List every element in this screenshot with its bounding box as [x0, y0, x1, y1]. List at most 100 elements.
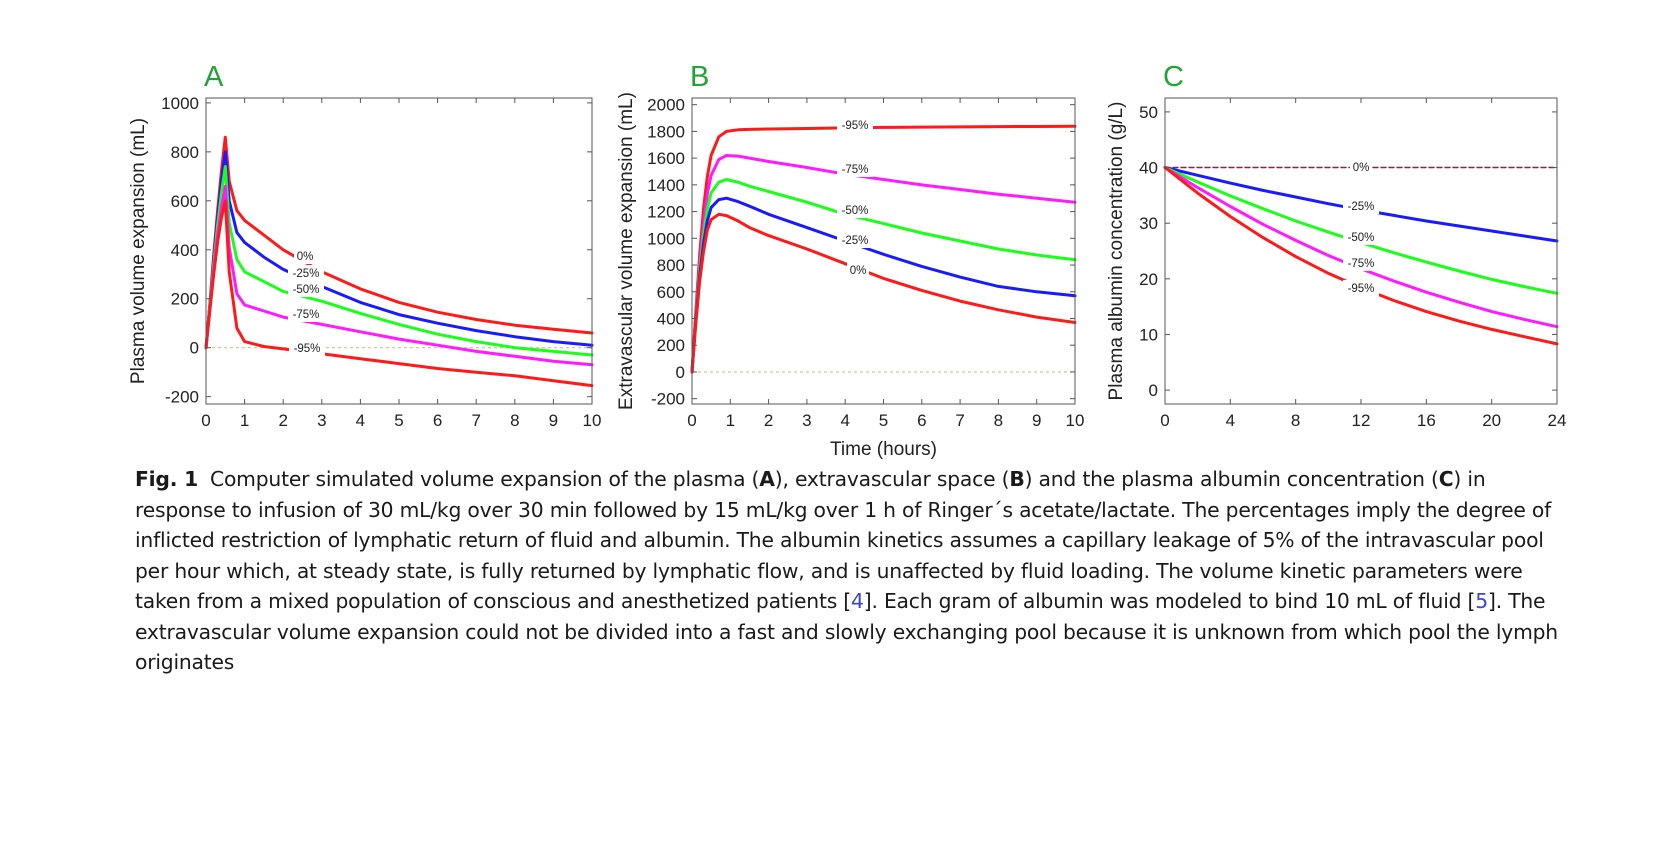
- series-label-background: [1343, 198, 1379, 214]
- caption-text-1: Computer simulated volume expansion of t…: [210, 467, 760, 491]
- y-tick-label: 1800: [647, 122, 685, 141]
- y-tick-label: 600: [171, 192, 199, 211]
- y-tick-label: 1200: [647, 203, 685, 222]
- series-label-background: [847, 262, 869, 278]
- x-tick-label: 0: [201, 411, 210, 430]
- series-label: -95%: [842, 120, 869, 132]
- figure-1-charts: A0%-25%-50%-75%-95%0 1 2 3 4 5 6 7 8 9 10-20002004…: [128, 61, 1566, 460]
- caption-text-5: ]. Each gram of albumin was modeled to b…: [863, 589, 1476, 613]
- y-axis-label: Extravascular volume expansion (mL): [616, 92, 637, 410]
- y-tick-label: -200: [165, 388, 199, 407]
- series-label-background: [1343, 255, 1379, 271]
- series-line-minus-25pct: [204, 150, 594, 350]
- series-label-background: [288, 265, 324, 281]
- series-line-minus-50pct: [690, 178, 1077, 374]
- caption-text-4: ) in response to infusion of 30 mL/kg ov…: [135, 467, 1552, 613]
- series-label-background: [1343, 229, 1379, 245]
- y-tick-label: 400: [171, 241, 199, 260]
- y-tick-label: 50: [1139, 103, 1158, 122]
- y-tick-label: 0: [1149, 381, 1158, 400]
- x-tick-label: 8: [994, 411, 1003, 430]
- x-tick-label: 6: [917, 411, 926, 430]
- series-label: -75%: [293, 309, 320, 321]
- series-label: 0%: [850, 265, 867, 277]
- x-tick-label: 10: [1066, 411, 1085, 430]
- series-label-background: [289, 340, 325, 356]
- y-tick-label: 200: [171, 290, 199, 309]
- series-label: -50%: [1348, 232, 1375, 244]
- series-line-minus-95pct: [690, 124, 1077, 374]
- y-axis-label: Plasma albumin concentration (g/L): [1106, 102, 1127, 401]
- y-tick-label: 1000: [647, 229, 685, 248]
- series-label: -95%: [1348, 283, 1375, 295]
- series-label-background: [837, 232, 873, 248]
- series-label: -50%: [842, 205, 869, 217]
- series-line-minus-95pct: [204, 199, 594, 388]
- series-line-minus-75pct: [1163, 166, 1559, 329]
- y-axis-label: Plasma volume expansion (mL): [128, 118, 149, 384]
- series-label: -95%: [294, 343, 321, 355]
- series-label: -50%: [293, 284, 320, 296]
- series-label: 0%: [297, 251, 314, 263]
- x-tick-label: 7: [471, 411, 480, 430]
- series-label: -75%: [1348, 258, 1375, 270]
- series-label: -25%: [1348, 201, 1375, 213]
- x-tick-label: 0: [1160, 411, 1169, 430]
- y-tick-label: 200: [657, 336, 685, 355]
- caption-panel-b: B: [1009, 467, 1025, 491]
- x-tick-label: 5: [879, 411, 888, 430]
- y-tick-label: 1600: [647, 149, 685, 168]
- y-tick-label: 10: [1139, 325, 1158, 344]
- figure-caption: Fig. 1 Computer simulated volume expansio…: [135, 464, 1565, 678]
- x-tick-label: 0: [687, 411, 696, 430]
- panel-c: C 0% -25% -50% -75% -95% 0 4 8 12 16 20 24 0 10 20 30 40 5…: [1106, 61, 1566, 430]
- series-label-background: [288, 306, 324, 322]
- x-tick-label: 6: [433, 411, 442, 430]
- series-label: -25%: [842, 235, 869, 247]
- plot-frame: [1164, 97, 1558, 405]
- x-tick-label: 2: [278, 411, 287, 430]
- reference-link-4[interactable]: 4: [851, 589, 864, 613]
- series-label: -25%: [293, 268, 320, 280]
- reference-link-5[interactable]: 5: [1475, 589, 1488, 613]
- x-tick-label: 16: [1417, 411, 1436, 430]
- x-tick-label: 7: [955, 411, 964, 430]
- series-label: -75%: [842, 164, 869, 176]
- x-tick-label: 9: [1032, 411, 1041, 430]
- x-tick-label: 1: [240, 411, 249, 430]
- caption-text-3: ) and the plasma albumin concentration (: [1024, 467, 1439, 491]
- x-tick-label: 5: [394, 411, 403, 430]
- x-tick-label: 3: [802, 411, 811, 430]
- x-tick-label: 2: [764, 411, 773, 430]
- panel-letter: B: [690, 61, 709, 93]
- series-label-background: [294, 248, 316, 264]
- x-tick-label: 10: [583, 411, 602, 430]
- x-tick-label: 12: [1352, 411, 1371, 430]
- series-label: 0%: [1353, 162, 1370, 174]
- panel-letter: C: [1163, 61, 1184, 93]
- series-label-background: [1350, 159, 1372, 175]
- x-tick-label: 4: [1226, 411, 1235, 430]
- panel-letter: A: [204, 61, 224, 93]
- caption-panel-a: A: [759, 467, 775, 491]
- y-tick-label: 20: [1139, 270, 1158, 289]
- x-tick-label: 4: [356, 411, 365, 430]
- x-tick-label: 1: [726, 411, 735, 430]
- x-tick-label: 4: [840, 411, 849, 430]
- y-tick-label: 1400: [647, 176, 685, 195]
- x-tick-label: 24: [1548, 411, 1567, 430]
- x-tick-label: 8: [1291, 411, 1300, 430]
- figure-label: Fig. 1: [135, 467, 199, 491]
- x-tick-label: 8: [510, 411, 519, 430]
- series-label-background: [837, 202, 873, 218]
- y-tick-label: 400: [657, 309, 685, 328]
- y-tick-label: 40: [1139, 159, 1158, 178]
- caption-panel-c: C: [1438, 467, 1454, 491]
- series-line-0pct: [690, 212, 1077, 374]
- series-label-background: [837, 117, 873, 133]
- y-tick-label: 2000: [647, 96, 685, 115]
- x-tick-label: 3: [317, 411, 326, 430]
- caption-text-6: ]. The extravascular volume expansion co…: [135, 589, 1558, 674]
- y-tick-label: 800: [171, 143, 199, 162]
- y-tick-label: 0: [190, 339, 199, 358]
